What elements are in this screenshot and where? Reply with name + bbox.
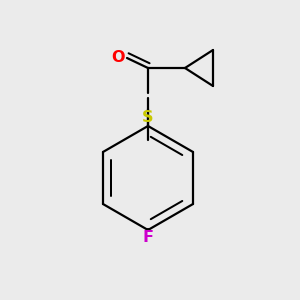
- Text: F: F: [142, 230, 154, 245]
- Text: S: S: [142, 110, 154, 125]
- Text: O: O: [111, 50, 125, 65]
